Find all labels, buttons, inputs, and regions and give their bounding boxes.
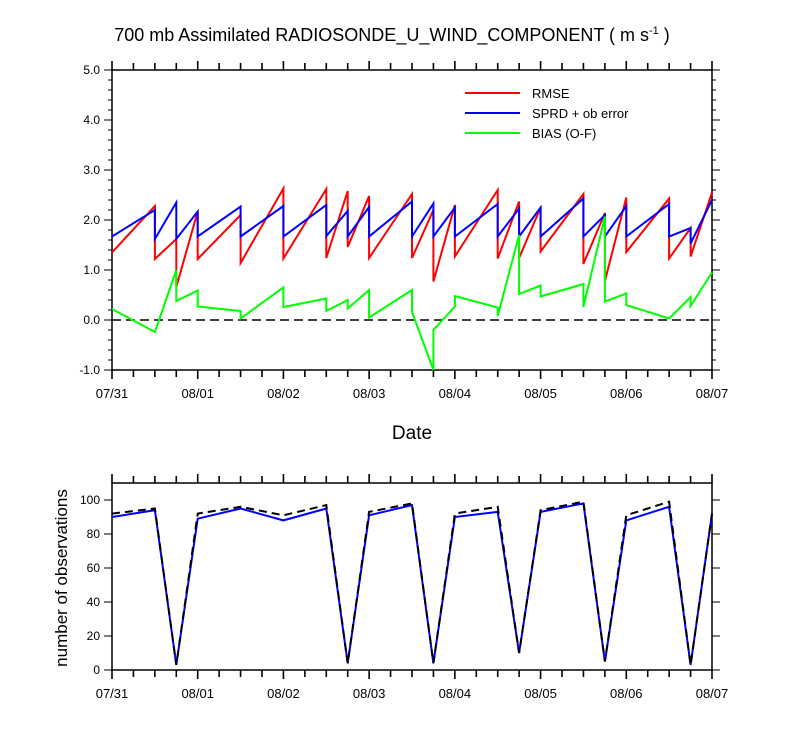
- legend-label: SPRD + ob error: [532, 106, 629, 121]
- x-tick-label: 08/03: [353, 386, 386, 401]
- x-tick-label: 07/31: [96, 686, 129, 701]
- y-tick-label: 60: [87, 561, 101, 575]
- rmse-line: [111, 184, 713, 288]
- rmse-sprd-bias-chart: 700 mb Assimilated RADIOSONDE_U_WIND_COM…: [79, 25, 728, 444]
- x-tick-label: 08/03: [353, 686, 386, 701]
- x-tick-label: 08/05: [524, 686, 557, 701]
- top-plot-area: -1.0 0.0 1.0 2.0 3.0 4.0 5.0 07/31 08/01 08/02 08/…: [79, 61, 728, 401]
- y-tick-label: 4.0: [83, 113, 100, 127]
- bottom-plot-area: 0 20 40 60 80 100 07/31 08/01 08/02 08/03 08/04 08/…: [80, 474, 728, 701]
- legend: RMSE SPRD + ob error BIAS (O-F): [465, 86, 629, 141]
- legend-label: RMSE: [532, 86, 570, 101]
- chart-title: 700 mb Assimilated RADIOSONDE_U_WIND_COM…: [114, 25, 670, 46]
- x-axis-label: Date: [392, 423, 432, 444]
- y-tick-label: 0.0: [83, 313, 100, 327]
- x-tick-label: 08/07: [696, 686, 729, 701]
- observations-used-line: [111, 502, 713, 666]
- y-tick-label: 20: [87, 629, 101, 643]
- y-tick-label: 2.0: [83, 213, 100, 227]
- y-tick-label: 1.0: [83, 263, 100, 277]
- x-tick-label: 08/04: [439, 686, 472, 701]
- x-tick-label: 08/07: [696, 386, 729, 401]
- y-tick-label: 0: [93, 663, 100, 677]
- sprd-ob-error-line: [111, 196, 713, 244]
- y-tick-label: 80: [87, 527, 101, 541]
- x-tick-label: 08/01: [181, 386, 214, 401]
- y-tick-label: -1.0: [79, 363, 100, 377]
- x-tick-label: 08/02: [267, 386, 300, 401]
- x-tick-label: 08/05: [524, 386, 557, 401]
- x-tick-label: 08/02: [267, 686, 300, 701]
- y-tick-label: 100: [80, 493, 100, 507]
- plot-frame: [111, 482, 713, 671]
- y-tick-label: 40: [87, 595, 101, 609]
- x-tick-label: 08/01: [181, 686, 214, 701]
- observations-possible-line: [111, 500, 713, 666]
- x-tick-label: 07/31: [96, 386, 129, 401]
- y-tick-label: 5.0: [83, 63, 100, 77]
- legend-label: BIAS (O-F): [532, 126, 596, 141]
- bias-o-f-line: [111, 216, 713, 371]
- x-tick-label: 08/06: [610, 686, 643, 701]
- y-axis-label: number of observations: [52, 489, 71, 667]
- x-tick-label: 08/06: [610, 386, 643, 401]
- x-tick-label: 08/04: [439, 386, 472, 401]
- y-tick-label: 3.0: [83, 163, 100, 177]
